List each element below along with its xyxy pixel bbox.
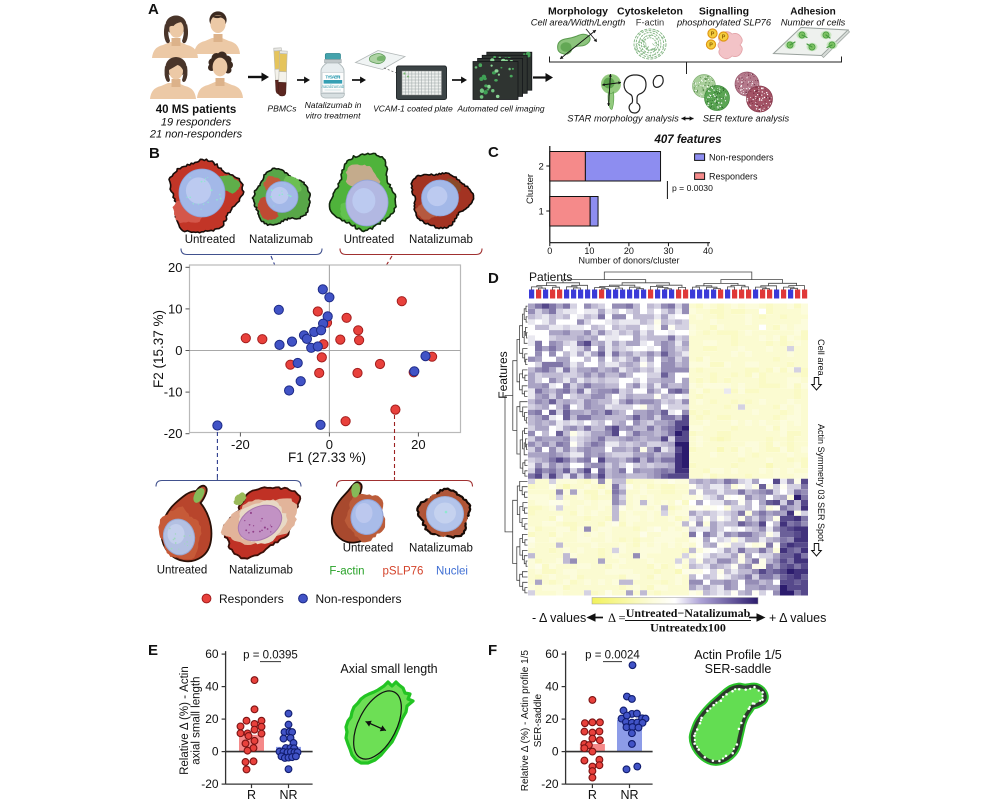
svg-text:19 responders: 19 responders: [161, 117, 232, 129]
svg-text:Untreated: Untreated: [185, 234, 236, 246]
svg-text:2: 2: [539, 162, 544, 173]
svg-text:0: 0: [552, 745, 559, 759]
svg-text:Untreated: Untreated: [344, 234, 395, 246]
svg-text:40: 40: [205, 680, 219, 694]
svg-text:A: A: [148, 1, 159, 18]
svg-text:Untreatedx100: Untreatedx100: [650, 621, 726, 635]
svg-text:-20: -20: [201, 777, 219, 791]
svg-text:p = 0.0030: p = 0.0030: [672, 183, 713, 193]
svg-text:Responders: Responders: [709, 171, 758, 181]
svg-text:B: B: [149, 145, 160, 162]
svg-text:vitro treatment: vitro treatment: [306, 111, 362, 121]
svg-text:phosphorylated SLP76: phosphorylated SLP76: [676, 18, 772, 28]
svg-text:Features: Features: [496, 351, 510, 398]
svg-text:Untreated−Natalizumab: Untreated−Natalizumab: [626, 606, 751, 620]
svg-text:R: R: [247, 788, 256, 800]
svg-text:-20: -20: [541, 777, 559, 791]
svg-text:Patients: Patients: [529, 270, 572, 284]
svg-text:Non-responders: Non-responders: [316, 592, 402, 606]
svg-text:axial small length: axial small length: [191, 676, 203, 764]
svg-text:Responders: Responders: [219, 592, 284, 606]
svg-text:p = 0.0395: p = 0.0395: [243, 650, 298, 662]
svg-text:TYSABRI: TYSABRI: [325, 75, 340, 80]
svg-text:Adhesion: Adhesion: [790, 7, 836, 18]
svg-text:Morphology: Morphology: [548, 6, 608, 18]
svg-text:NR: NR: [620, 788, 638, 800]
svg-text:0: 0: [212, 745, 219, 759]
svg-text:60: 60: [545, 647, 559, 661]
svg-text:Natalizumab: Natalizumab: [409, 234, 473, 246]
svg-text:20: 20: [545, 712, 559, 726]
svg-text:-20: -20: [164, 426, 183, 441]
svg-text:60: 60: [205, 647, 219, 661]
svg-text:Natalizumab: Natalizumab: [229, 565, 293, 577]
svg-text:Actin Symmetry 03 SER Spot: Actin Symmetry 03 SER Spot: [816, 424, 826, 542]
svg-text:Δ =: Δ =: [608, 611, 626, 625]
svg-text:Axial small length: Axial small length: [340, 662, 437, 676]
svg-text:0: 0: [547, 246, 552, 256]
svg-text:F-actin: F-actin: [636, 18, 664, 28]
svg-text:20: 20: [205, 712, 219, 726]
svg-text:P: P: [711, 32, 715, 38]
svg-text:Automated cell imaging: Automated cell imaging: [456, 104, 544, 114]
svg-text:+ Δ values: + Δ values: [769, 611, 826, 625]
svg-text:Actin Profile 1/5: Actin Profile 1/5: [694, 648, 782, 662]
svg-text:P: P: [709, 43, 713, 49]
svg-text:Untreated: Untreated: [157, 565, 208, 577]
svg-text:40: 40: [703, 246, 713, 256]
svg-text:Number of cells: Number of cells: [781, 18, 846, 28]
svg-text:PBMCs: PBMCs: [267, 104, 297, 114]
svg-text:F-actin: F-actin: [329, 566, 364, 578]
svg-text:Relative Δ (%) - Actin profile: Relative Δ (%) - Actin profile 1/5: [520, 650, 531, 792]
svg-text:F: F: [488, 642, 497, 659]
svg-text:20: 20: [168, 260, 182, 275]
svg-text:Untreated: Untreated: [343, 543, 394, 555]
svg-text:Number of donors/cluster: Number of donors/cluster: [578, 256, 679, 266]
svg-text:Cluster: Cluster: [525, 174, 536, 204]
svg-text:R: R: [588, 788, 597, 800]
svg-text:407 features: 407 features: [653, 134, 721, 146]
svg-text:P: P: [722, 35, 726, 41]
svg-text:- Δ values: - Δ values: [532, 611, 586, 625]
svg-text:F2 (15.37 %): F2 (15.37 %): [151, 310, 166, 388]
svg-text:SER-saddle: SER-saddle: [533, 693, 544, 747]
svg-text:20: 20: [411, 437, 425, 452]
svg-text:-20: -20: [231, 437, 250, 452]
svg-text:Natalizumab: Natalizumab: [249, 234, 313, 246]
svg-text:Cytoskeleton: Cytoskeleton: [617, 6, 683, 18]
svg-text:Cell area/Width/Length: Cell area/Width/Length: [531, 18, 626, 28]
svg-text:STAR morphology analysis: STAR morphology analysis: [567, 114, 679, 124]
svg-text:10: 10: [168, 301, 182, 316]
svg-text:Signalling: Signalling: [699, 6, 749, 18]
svg-text:VCAM-1 coated plate: VCAM-1 coated plate: [373, 104, 453, 114]
svg-text:D: D: [488, 270, 499, 287]
svg-text:Cell area: Cell area: [816, 339, 826, 377]
svg-text:SER texture analysis: SER texture analysis: [703, 114, 790, 124]
svg-text:40 MS patients: 40 MS patients: [156, 104, 237, 116]
svg-text:SER-saddle: SER-saddle: [705, 662, 772, 676]
svg-text:NR: NR: [279, 788, 297, 800]
svg-text:-10: -10: [164, 385, 183, 400]
svg-text:Natalizumab in: Natalizumab in: [305, 100, 362, 110]
svg-text:p = 0.0024: p = 0.0024: [585, 650, 640, 662]
svg-text:Natalizumab: Natalizumab: [409, 543, 473, 555]
svg-text:natalizumab: natalizumab: [322, 84, 345, 89]
svg-text:pSLP76: pSLP76: [383, 566, 424, 578]
svg-text:Nuclei: Nuclei: [436, 566, 468, 578]
svg-text:Relative Δ (%) - Actin: Relative Δ (%) - Actin: [179, 666, 191, 775]
svg-text:Non-responders: Non-responders: [709, 152, 774, 162]
svg-text:21 non-responders: 21 non-responders: [149, 129, 243, 141]
svg-text:E: E: [148, 642, 158, 659]
svg-text:F1 (27.33 %): F1 (27.33 %): [288, 450, 366, 465]
svg-text:0: 0: [175, 343, 182, 358]
svg-text:1: 1: [539, 207, 544, 218]
svg-text:40: 40: [545, 680, 559, 694]
svg-text:C: C: [488, 144, 499, 161]
